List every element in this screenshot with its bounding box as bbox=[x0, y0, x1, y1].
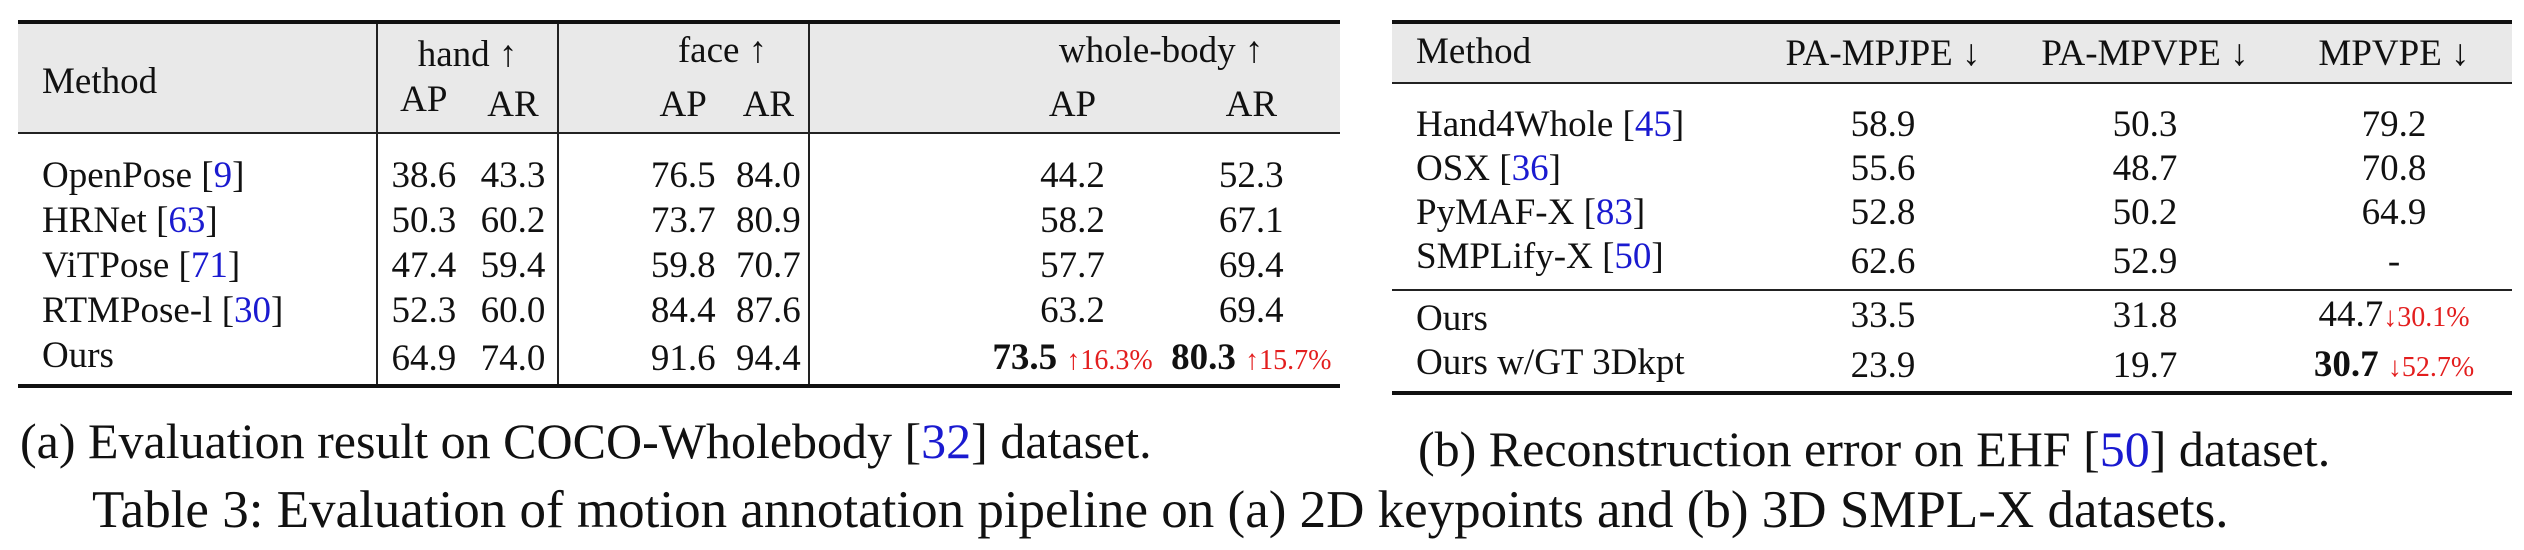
gain-badge: ↑16.3% bbox=[1066, 344, 1153, 376]
sub-header-hand-ar: AR bbox=[487, 84, 539, 125]
col-header-method: Method bbox=[42, 60, 158, 102]
table-row: OpenPose [9] 38.6 43.3 76.5 84.0 44.2 52… bbox=[42, 153, 1284, 198]
citation-link[interactable]: 36 bbox=[1511, 148, 1549, 189]
citation-link[interactable]: 32 bbox=[921, 413, 972, 469]
sub-header-face-ar: AR bbox=[742, 84, 795, 125]
citation-link[interactable]: 9 bbox=[213, 155, 233, 196]
table-row: HRNet [63] 50.3 60.2 73.7 80.9 58.2 67.1 bbox=[42, 198, 1284, 243]
table-a-coco-wholebody: Method hand ↑ face ↑ whole-body ↑ AP AR … bbox=[18, 20, 1340, 388]
table-row: PyMAF-X [83] 52.8 50.2 64.9 bbox=[1416, 192, 2427, 233]
gain-badge: ↓52.7% bbox=[2387, 351, 2475, 383]
sub-header-wb-ar: AR bbox=[1225, 84, 1277, 125]
caption-a: (a) Evaluation result on COCO-Wholebody … bbox=[20, 413, 1152, 469]
sub-header-face-ap: AP bbox=[659, 84, 707, 125]
table-row-ours: Ours 33.5 31.8 44.7↓30.1% bbox=[1392, 290, 2512, 341]
group-header-whole-body: whole-body ↑ bbox=[1058, 30, 1264, 71]
table-row: SMPLify-X [50] 62.6 52.9 - bbox=[1416, 236, 2401, 282]
citation-link[interactable]: 63 bbox=[168, 200, 206, 241]
citation-link[interactable]: 50 bbox=[1614, 236, 1652, 277]
table-row: Hand4Whole [45] 58.9 50.3 79.2 bbox=[1416, 104, 2427, 145]
gain-badge: ↑15.7% bbox=[1245, 344, 1332, 376]
table-row: OSX [36] 55.6 48.7 70.8 bbox=[1416, 148, 2427, 189]
col-header-mpvpe: MPVPE ↓ bbox=[2318, 32, 2470, 74]
main-caption: Table 3: Evaluation of motion annotation… bbox=[92, 481, 2229, 539]
citation-link[interactable]: 30 bbox=[234, 290, 272, 331]
table-row: ViTPose [71] 47.4 59.4 59.8 70.7 57.7 69… bbox=[42, 243, 1284, 288]
gain-badge: ↓30.1% bbox=[2383, 301, 2470, 333]
citation-link[interactable]: 45 bbox=[1634, 104, 1672, 145]
group-header-hand: hand ↑ bbox=[376, 22, 558, 77]
table-row-ours-gt: Ours w/GT 3Dkpt 23.9 19.7 30.7 ↓52.7% bbox=[1392, 341, 2512, 393]
citation-link[interactable]: 50 bbox=[2099, 421, 2150, 477]
table-row: RTMPose-l [30] 52.3 60.0 84.4 87.6 63.2 … bbox=[42, 288, 1284, 333]
citation-link[interactable]: 71 bbox=[190, 245, 228, 286]
citation-link[interactable]: 83 bbox=[1595, 192, 1633, 233]
col-header-pa-mpjpe: PA-MPJPE ↓ bbox=[1785, 32, 1981, 74]
col-header-pa-mpvpe: PA-MPVPE ↓ bbox=[2041, 32, 2249, 74]
table-b-ehf: Method PA-MPJPE ↓ PA-MPVPE ↓ MPVPE ↓ Han… bbox=[1392, 20, 2512, 395]
sub-header-wb-ap: AP bbox=[1048, 84, 1097, 125]
table-row-ours: Ours 64.9 74.0 91.6 94.4 73.5 ↑16.3% 80.… bbox=[18, 333, 1340, 386]
group-header-face: face ↑ bbox=[677, 30, 768, 71]
sub-header-hand-ap: AP bbox=[376, 77, 470, 133]
col-header-method: Method bbox=[1416, 31, 1532, 72]
caption-b: (b) Reconstruction error on EHF [50] dat… bbox=[1418, 421, 2331, 477]
